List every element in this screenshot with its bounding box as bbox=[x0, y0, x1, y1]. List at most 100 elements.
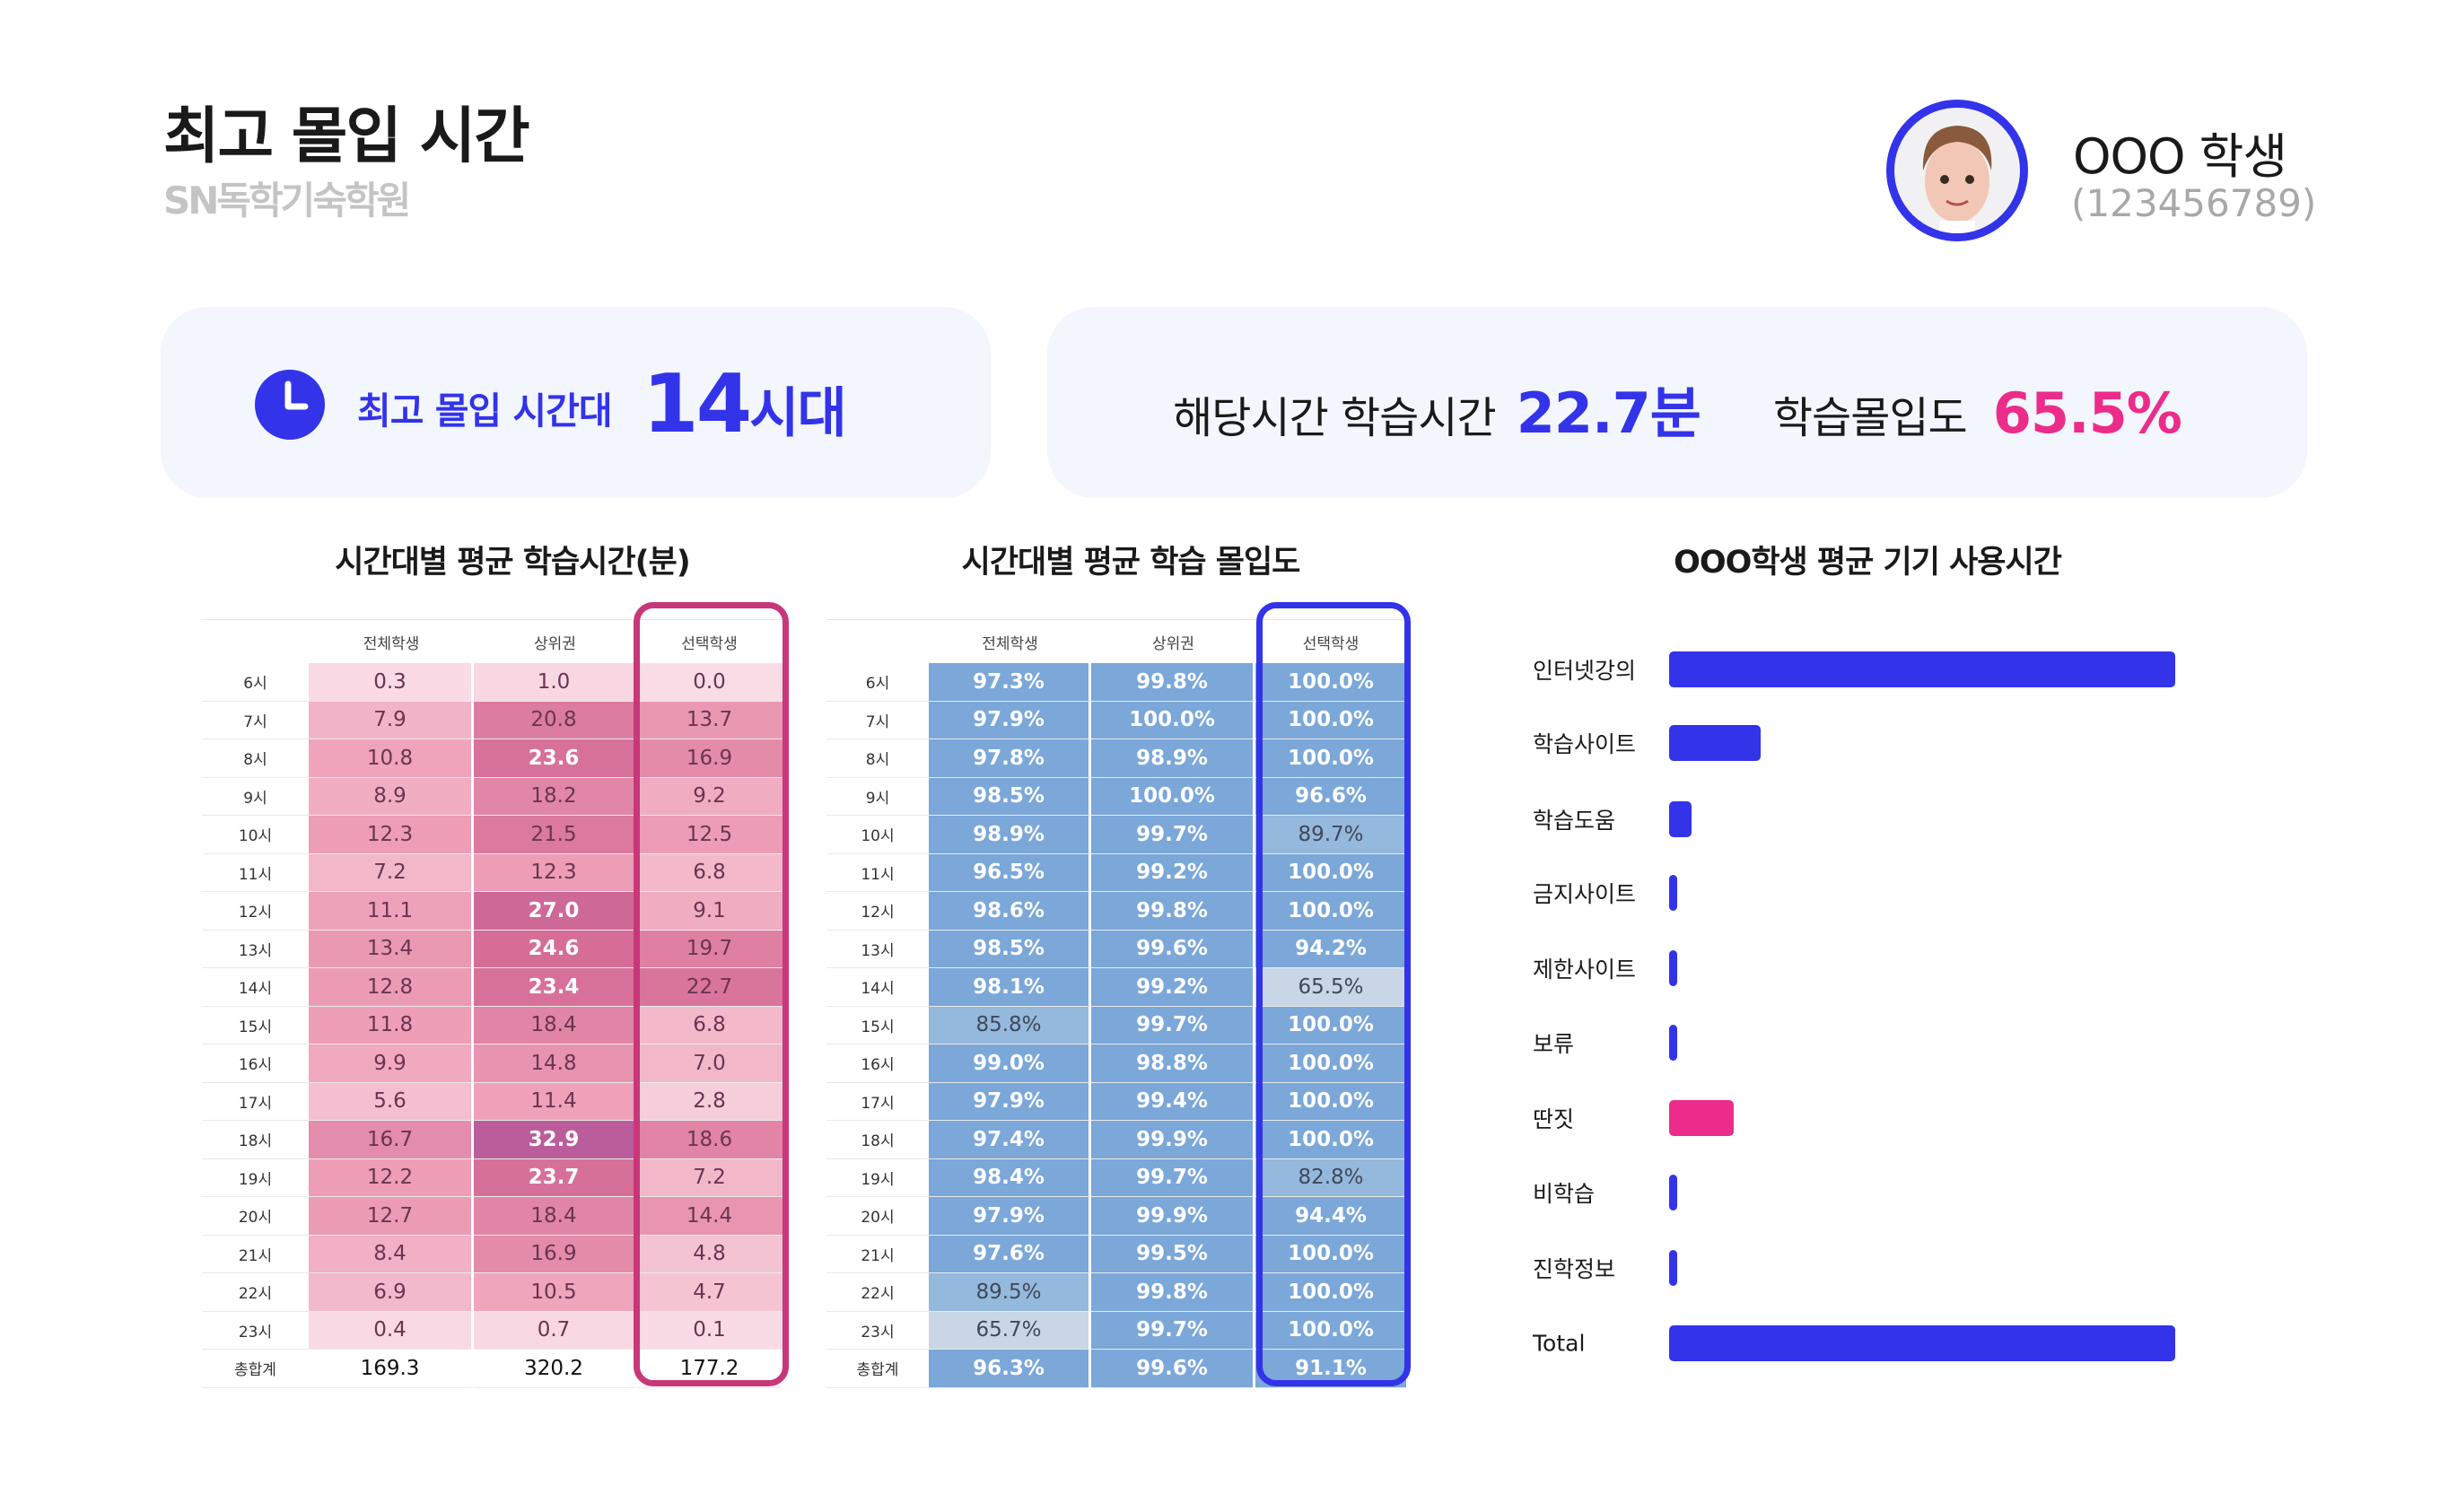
heatmap-cell: 85.8% bbox=[929, 1006, 1091, 1044]
table-row: 7시 97.9% 100.0% 100.0% bbox=[826, 701, 1406, 739]
heatmap-cell: 6.8 bbox=[636, 1006, 783, 1044]
table-row: 15시 11.8 18.4 6.8 bbox=[202, 1006, 783, 1044]
heatmap-cell: 96.6% bbox=[1255, 777, 1406, 816]
heatmap-cell: 12.3 bbox=[309, 816, 474, 854]
heatmap-cell: 14.8 bbox=[474, 1044, 636, 1083]
heatmap-cell: 1.0 bbox=[474, 663, 636, 702]
heatmap-cell: 98.6% bbox=[929, 892, 1091, 931]
heatmap-cell: 20.8 bbox=[474, 701, 636, 739]
heatmap-cell: 13.4 bbox=[309, 930, 474, 968]
student-face-icon bbox=[1922, 126, 1992, 233]
table-row: 19시 98.4% 99.7% 82.8% bbox=[826, 1158, 1406, 1197]
heatmap-cell: 99.2% bbox=[1091, 853, 1255, 892]
heatmap-cell: 11.4 bbox=[474, 1082, 636, 1121]
row-label: 15시 bbox=[202, 1006, 309, 1044]
column-header: 전체학생 bbox=[309, 619, 474, 663]
table-row: 15시 85.8% 99.7% 100.0% bbox=[826, 1006, 1406, 1044]
heatmap-cell: 19.7 bbox=[636, 930, 783, 968]
heatmap-cell: 32.9 bbox=[474, 1121, 636, 1159]
heatmap-cell: 12.5 bbox=[636, 816, 783, 854]
column-header: 상위권 bbox=[1091, 619, 1255, 663]
heatmap-cell: 12.2 bbox=[309, 1158, 474, 1197]
bar-label: Total bbox=[1533, 1330, 1586, 1357]
table-row: 8시 10.8 23.6 16.9 bbox=[202, 739, 783, 778]
study-time-heatmap: 전체학생 상위권 선택학생 6시 0.3 1.0 0.0 7시 7.9 20.8 13.7 8시 10.… bbox=[202, 619, 783, 1388]
heatmap-cell: 9.1 bbox=[636, 892, 783, 931]
heatmap-cell: 320.2 bbox=[474, 1350, 636, 1388]
heatmap-cell: 21.5 bbox=[474, 816, 636, 854]
bar-label: 제한사이트 bbox=[1533, 957, 1637, 983]
immersion-heatmap: 전체학생 상위권 선택학생 6시 97.3% 99.8% 100.0% 7시 97.9% 100.… bbox=[826, 619, 1406, 1388]
table-row: 23시 0.4 0.7 0.1 bbox=[202, 1311, 783, 1350]
bar-label: 학습도움 bbox=[1533, 808, 1616, 834]
heatmap-cell: 100.0% bbox=[1255, 1082, 1406, 1121]
table-row: 16시 99.0% 98.8% 100.0% bbox=[826, 1044, 1406, 1083]
heatmap-cell: 97.8% bbox=[929, 739, 1091, 778]
heatmap-cell: 169.3 bbox=[309, 1350, 474, 1388]
heatmap-cell: 96.5% bbox=[929, 853, 1091, 892]
heatmap-cell: 7.2 bbox=[636, 1158, 783, 1197]
heatmap-cell: 99.0% bbox=[929, 1044, 1091, 1083]
heatmap-cell: 98.5% bbox=[929, 777, 1091, 816]
heatmap-cell: 22.7 bbox=[636, 968, 783, 1007]
bar-label: 인터넷강의 bbox=[1533, 658, 1637, 684]
heatmap-cell: 99.7% bbox=[1091, 1311, 1255, 1350]
row-label: 20시 bbox=[202, 1197, 309, 1236]
heatmap-cell: 12.7 bbox=[309, 1197, 474, 1236]
heatmap-cell: 99.9% bbox=[1091, 1197, 1255, 1236]
table-row: 16시 9.9 14.8 7.0 bbox=[202, 1044, 783, 1083]
heatmap-cell: 0.4 bbox=[309, 1311, 474, 1350]
heatmap-cell: 99.7% bbox=[1091, 1006, 1255, 1044]
heatmap-cell: 18.6 bbox=[636, 1121, 783, 1159]
table-row: 6시 97.3% 99.8% 100.0% bbox=[826, 663, 1406, 702]
heatmap-cell: 12.8 bbox=[309, 968, 474, 1007]
heatmap-cell: 0.7 bbox=[474, 1311, 636, 1350]
heatmap-cell: 99.8% bbox=[1091, 1273, 1255, 1312]
student-id: (123456789) bbox=[2071, 181, 2317, 225]
table-row: 10시 12.3 21.5 12.5 bbox=[202, 816, 783, 854]
heatmap-cell: 14.4 bbox=[636, 1197, 783, 1236]
heatmap-cell: 23.7 bbox=[474, 1158, 636, 1197]
heatmap-cell: 99.6% bbox=[1091, 1350, 1255, 1388]
column-header: 선택학생 bbox=[1255, 619, 1406, 663]
heatmap-cell: 98.8% bbox=[1091, 1044, 1255, 1083]
row-label: 8시 bbox=[202, 739, 309, 778]
heatmap-cell: 9.9 bbox=[309, 1044, 474, 1083]
table-row: 6시 0.3 1.0 0.0 bbox=[202, 663, 783, 702]
heatmap-cell: 8.9 bbox=[309, 777, 474, 816]
row-label: 16시 bbox=[826, 1044, 929, 1083]
bar-label: 딴짓 bbox=[1533, 1106, 1575, 1132]
heatmap-cell: 98.9% bbox=[929, 816, 1091, 854]
header-row: 전체학생 상위권 선택학생 bbox=[826, 619, 1406, 663]
heatmap-cell: 100.0% bbox=[1255, 1121, 1406, 1159]
immersion-value: 65.5% bbox=[1992, 380, 2182, 446]
bar-label: 학습사이트 bbox=[1533, 731, 1637, 757]
row-label: 22시 bbox=[202, 1273, 309, 1312]
row-label: 13시 bbox=[202, 930, 309, 968]
heatmap-cell: 97.3% bbox=[929, 663, 1091, 702]
heatmap-cell: 0.0 bbox=[636, 663, 783, 702]
heatmap-cell: 100.0% bbox=[1255, 1235, 1406, 1273]
heatmap-cell: 177.2 bbox=[636, 1350, 783, 1388]
heatmap-cell: 10.8 bbox=[309, 739, 474, 778]
heatmap-cell: 0.3 bbox=[309, 663, 474, 702]
row-label: 11시 bbox=[826, 853, 929, 892]
header-row: 전체학생 상위권 선택학생 bbox=[202, 619, 783, 663]
heatmap-cell: 5.6 bbox=[309, 1082, 474, 1121]
heatmap-cell: 97.9% bbox=[929, 701, 1091, 739]
heatmap-cell: 99.5% bbox=[1091, 1235, 1255, 1273]
bar-label: 보류 bbox=[1533, 1031, 1575, 1057]
heatmap-cell: 24.6 bbox=[474, 930, 636, 968]
row-label: 6시 bbox=[202, 663, 309, 702]
table-row: 9시 8.9 18.2 9.2 bbox=[202, 777, 783, 816]
brand-logo: SN독학기숙학원 bbox=[163, 179, 411, 223]
heatmap-cell: 11.1 bbox=[309, 892, 474, 931]
bar bbox=[1669, 1100, 1735, 1136]
heatmap-cell: 11.8 bbox=[309, 1006, 474, 1044]
immersion-label: 학습몰입도 bbox=[1772, 393, 1968, 443]
heatmap-cell: 100.0% bbox=[1255, 1044, 1406, 1083]
heatmap-cell: 99.8% bbox=[1091, 892, 1255, 931]
table-row: 20시 12.7 18.4 14.4 bbox=[202, 1197, 783, 1236]
study-time-label: 해당시간 학습시간 bbox=[1173, 393, 1497, 443]
row-label: 18시 bbox=[826, 1121, 929, 1159]
